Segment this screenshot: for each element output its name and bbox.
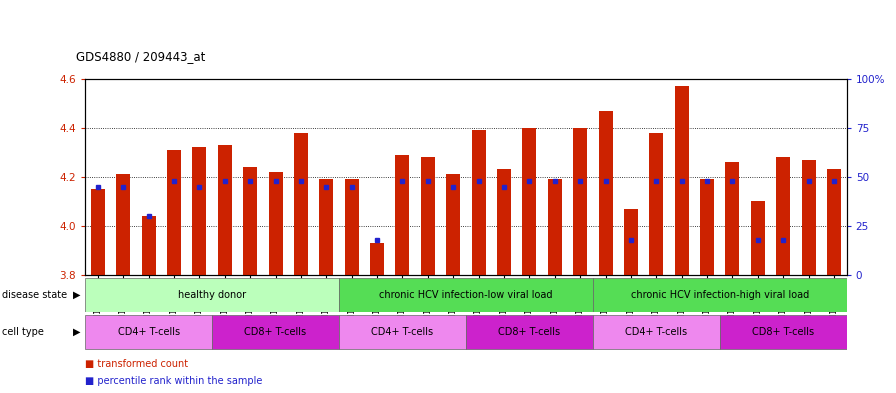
Bar [243, 167, 257, 275]
Text: CD8+ T-cells: CD8+ T-cells [498, 327, 561, 337]
Bar [700, 179, 714, 275]
Text: disease state: disease state [2, 290, 67, 300]
Bar [339, 315, 466, 349]
Text: ▶: ▶ [73, 290, 81, 300]
Text: ▶: ▶ [73, 327, 81, 337]
Bar [269, 172, 282, 275]
Bar [599, 110, 613, 275]
Bar [802, 160, 815, 275]
Bar [395, 155, 409, 275]
Bar [776, 157, 790, 275]
Text: healthy donor: healthy donor [178, 290, 246, 300]
Text: chronic HCV infection-low viral load: chronic HCV infection-low viral load [379, 290, 553, 300]
Bar [319, 179, 333, 275]
Bar [116, 174, 130, 275]
Text: cell type: cell type [2, 327, 44, 337]
Bar [624, 209, 638, 275]
Bar [573, 128, 587, 275]
Bar [446, 174, 461, 275]
Bar [751, 201, 765, 275]
Text: ■ percentile rank within the sample: ■ percentile rank within the sample [85, 376, 263, 386]
Bar [294, 132, 308, 275]
Bar [466, 315, 593, 349]
Bar [497, 169, 511, 275]
Bar [522, 128, 537, 275]
Bar [675, 86, 689, 275]
Bar [650, 132, 663, 275]
Bar [471, 130, 486, 275]
Bar [212, 315, 339, 349]
Text: CD4+ T-cells: CD4+ T-cells [117, 327, 180, 337]
Bar [142, 216, 156, 275]
Text: CD8+ T-cells: CD8+ T-cells [245, 327, 306, 337]
Bar [719, 315, 847, 349]
Bar [421, 157, 435, 275]
Bar [90, 189, 105, 275]
Bar [85, 278, 339, 312]
Text: chronic HCV infection-high viral load: chronic HCV infection-high viral load [631, 290, 809, 300]
Bar [726, 162, 739, 275]
Bar [593, 315, 719, 349]
Text: CD8+ T-cells: CD8+ T-cells [752, 327, 814, 337]
Text: CD4+ T-cells: CD4+ T-cells [371, 327, 434, 337]
Bar [339, 278, 593, 312]
Bar [218, 145, 232, 275]
Text: CD4+ T-cells: CD4+ T-cells [625, 327, 687, 337]
Bar [193, 147, 206, 275]
Bar [827, 169, 841, 275]
Bar [593, 278, 847, 312]
Text: ■ transformed count: ■ transformed count [85, 358, 188, 369]
Bar [547, 179, 562, 275]
Text: GDS4880 / 209443_at: GDS4880 / 209443_at [76, 50, 205, 63]
Bar [370, 243, 384, 275]
Bar [85, 315, 212, 349]
Bar [167, 150, 181, 275]
Bar [345, 179, 358, 275]
